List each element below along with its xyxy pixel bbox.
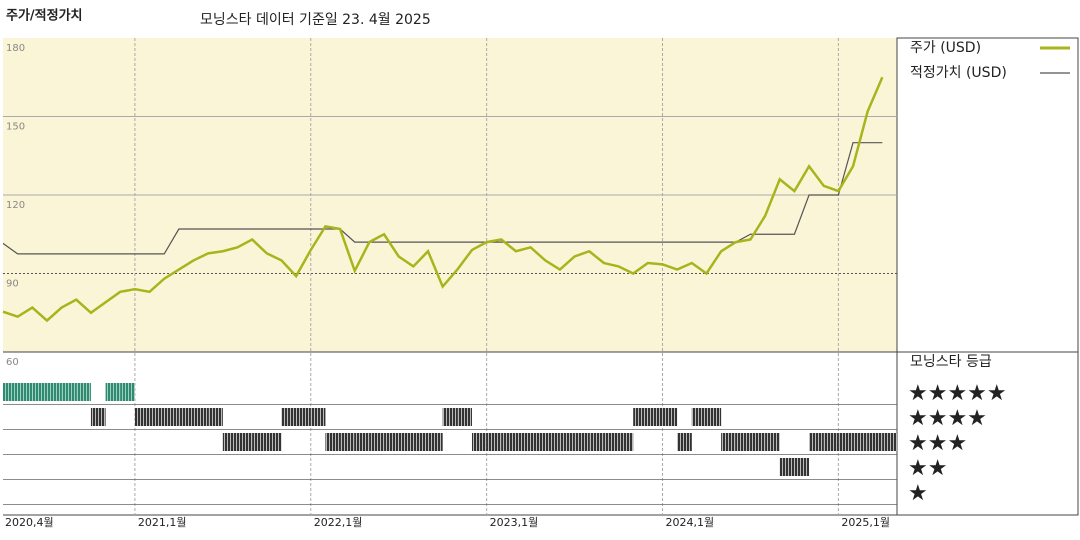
rating-label: ★★★★ <box>908 406 987 431</box>
rating-bar <box>677 433 692 451</box>
rating-bar <box>17 383 33 401</box>
rating-bar <box>647 408 663 426</box>
rating-bar <box>413 433 429 451</box>
rating-bar <box>574 433 590 451</box>
y-tick-label: 120 <box>6 200 25 211</box>
rating-bar <box>662 408 678 426</box>
rating-bar <box>603 433 619 451</box>
chart-title: 주가/적정가치 <box>6 8 83 24</box>
rating-bar <box>222 433 238 451</box>
rating-bar <box>750 433 766 451</box>
rating-bar <box>237 433 253 451</box>
rating-bar <box>32 383 47 401</box>
rating-bar <box>325 433 341 451</box>
rating-bar <box>134 408 150 426</box>
rating-bar <box>838 433 854 451</box>
rating-bar <box>281 408 297 426</box>
x-tick-label: 2020,4월 <box>5 516 54 529</box>
rating-bar <box>442 408 458 426</box>
rating-bar <box>471 433 487 451</box>
rating-bar <box>809 433 824 451</box>
chart-subtitle: 모닝스타 데이터 기준일 23. 4월 2025 <box>200 12 431 28</box>
y-tick-label: 180 <box>6 43 25 54</box>
rating-title: 모닝스타 등급 <box>910 354 992 370</box>
rating-bar <box>867 433 883 451</box>
side-frame <box>896 37 1079 516</box>
rating-bar <box>208 408 223 426</box>
rating-bar <box>428 433 443 451</box>
rating-bar <box>398 433 414 451</box>
rating-bar <box>589 433 604 451</box>
y-tick-label: 90 <box>6 279 19 290</box>
rating-bar <box>76 383 91 401</box>
rating-bar <box>164 408 179 426</box>
rating-bar <box>193 408 209 426</box>
rating-bar <box>105 383 121 401</box>
rating-bar <box>340 433 355 451</box>
legend-label: 주가 (USD) <box>910 40 981 56</box>
y-tick-label: 150 <box>6 122 25 133</box>
x-tick-label: 2021,1월 <box>138 516 187 529</box>
rating-label: ★★ <box>908 456 947 481</box>
rating-bar <box>486 433 502 451</box>
rating-bar <box>3 383 18 401</box>
rating-bar <box>384 433 399 451</box>
rating-bar <box>46 383 62 401</box>
rating-bar <box>633 408 648 426</box>
rating-bar <box>354 433 370 451</box>
rating-bar <box>369 433 385 451</box>
rating-bar <box>735 433 751 451</box>
rating-bar <box>252 433 267 451</box>
rating-bar <box>559 433 575 451</box>
rating-bar <box>457 408 472 426</box>
series-line <box>2 76 884 323</box>
rating-bar <box>765 433 780 451</box>
rating-bar <box>266 433 282 451</box>
rating-bar <box>618 433 634 451</box>
x-tick-label: 2024,1월 <box>666 516 715 529</box>
x-tick-label: 2022,1월 <box>314 516 363 529</box>
rating-bar <box>721 433 736 451</box>
rating-bar <box>691 408 707 426</box>
rating-label: ★ <box>908 481 928 506</box>
rating-bar <box>310 408 326 426</box>
rating-label: ★★★★★ <box>908 381 1007 406</box>
rating-bar <box>178 408 194 426</box>
rating-bar <box>779 458 795 476</box>
rating-bar <box>882 433 897 451</box>
rating-bar <box>296 408 311 426</box>
rating-bar <box>794 458 810 476</box>
x-tick-label: 2023,1월 <box>490 516 539 529</box>
rating-label: ★★★ <box>908 431 967 456</box>
y-tick-label: 60 <box>6 357 19 368</box>
rating-bar <box>61 383 77 401</box>
rating-bar <box>120 383 135 401</box>
rating-bar <box>853 433 868 451</box>
x-tick-label: 2025,1월 <box>841 516 890 529</box>
rating-bar <box>530 433 546 451</box>
rating-bar <box>501 433 516 451</box>
rating-bar <box>515 433 531 451</box>
rating-bar <box>149 408 165 426</box>
rating-bar <box>545 433 560 451</box>
legend-label: 적정가치 (USD) <box>910 65 1007 81</box>
rating-bar <box>823 433 839 451</box>
rating-bar <box>90 408 106 426</box>
rating-bar <box>706 408 722 426</box>
